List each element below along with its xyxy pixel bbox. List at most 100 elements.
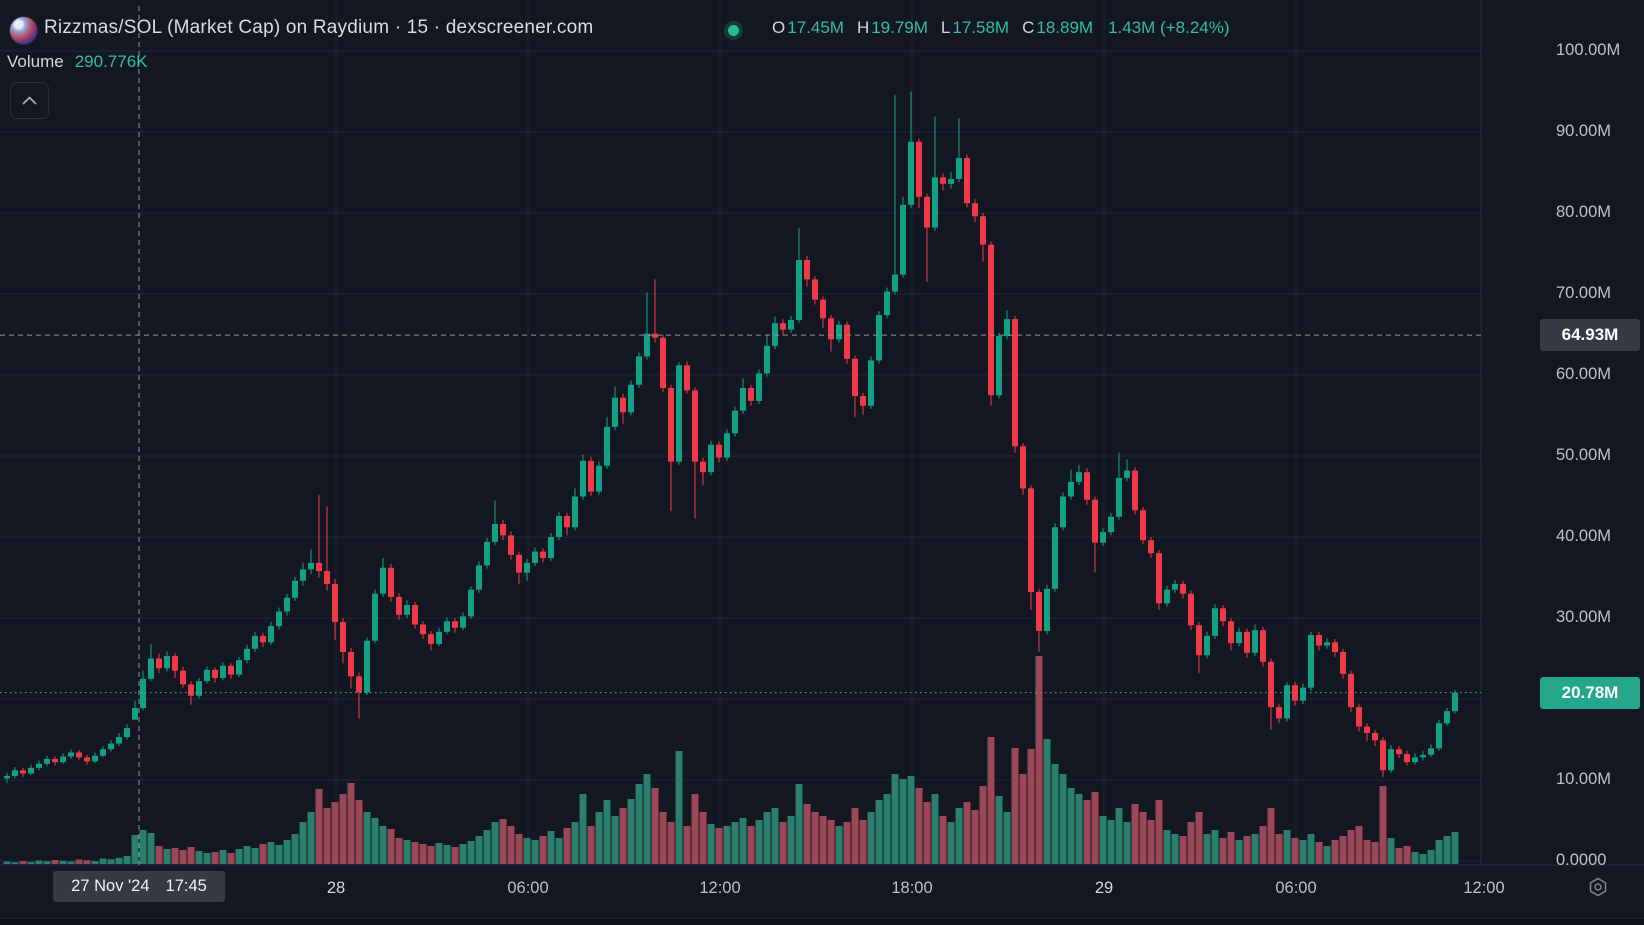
price-tick-label: 0.0000 [1556, 851, 1607, 869]
candle-body [556, 515, 562, 537]
candle-body [1444, 711, 1450, 724]
volume-bar [659, 812, 667, 864]
volume-bar [1403, 846, 1411, 864]
time-tick-label: 12:00 [1463, 879, 1505, 897]
price-tick-label: 70.00M [1556, 284, 1612, 302]
candle-body [260, 635, 266, 643]
candle-body [428, 634, 434, 644]
candle-body [452, 621, 458, 628]
candle-body [660, 337, 666, 388]
volume-bar [1003, 812, 1011, 864]
volume-bar [1099, 816, 1107, 864]
candle-body [804, 259, 810, 280]
candle-body [820, 299, 826, 319]
candle-body [76, 752, 82, 758]
candle-body [1420, 754, 1426, 758]
candle-body [508, 535, 514, 555]
volume-bar [923, 802, 931, 864]
candle-body [52, 758, 58, 763]
volume-bar [163, 849, 171, 864]
candle-body [1076, 472, 1082, 482]
volume-bar [779, 822, 787, 864]
candle-body [36, 763, 42, 768]
time-tick-label: 28 [326, 879, 346, 897]
volume-bar [235, 849, 243, 864]
volume-bar [227, 853, 235, 864]
candle-body [1228, 621, 1234, 644]
candle-body [276, 611, 282, 627]
legend-open: O 17.45M [772, 18, 844, 37]
volume-bar [667, 822, 675, 864]
candle-body [860, 396, 866, 406]
volume-bar [1387, 838, 1395, 864]
volume-bar [1243, 836, 1251, 864]
candle-body [628, 384, 634, 413]
volume-bar [899, 779, 907, 864]
volume-bar [187, 847, 195, 864]
volume-bar [403, 840, 411, 864]
volume-bar [803, 804, 811, 864]
volume-bar [1363, 840, 1371, 864]
volume-bar [643, 774, 651, 864]
volume-bar [1419, 854, 1427, 864]
volume-bar [1347, 830, 1355, 864]
volume-bar [379, 826, 387, 864]
volume-bar [539, 836, 547, 864]
candle-body [436, 631, 442, 644]
volume-bar [507, 826, 515, 864]
candle-body [292, 580, 298, 598]
crosshair-date: 27 Nov '24 [71, 877, 150, 895]
volume-bar [131, 834, 139, 864]
volume-bar [251, 848, 259, 864]
volume-bar [1315, 842, 1323, 864]
candle-body [748, 387, 754, 401]
volume-bar [931, 794, 939, 864]
volume-bar [499, 819, 507, 864]
volume-bar [883, 794, 891, 864]
candle-body [316, 562, 322, 572]
axis-settings-icon[interactable] [1586, 875, 1610, 899]
volume-bar [243, 846, 251, 864]
volume-bar [475, 836, 483, 864]
volume-bar [555, 838, 563, 864]
price-tick-label: 80.00M [1556, 203, 1612, 221]
volume-bar [491, 822, 499, 864]
candle-body [20, 770, 26, 774]
candle-body [1164, 589, 1170, 604]
candle-body [524, 562, 530, 573]
volume-bar [651, 788, 659, 864]
volume-bar [915, 788, 923, 864]
price-axis[interactable]: 100.00M 90.00M 80.00M 70.00M 60.00M 50.00M 40.… [1481, 0, 1644, 869]
candle-body [1212, 608, 1218, 636]
candle-body [116, 737, 122, 744]
chevron-up-icon [22, 96, 37, 105]
candle-body [884, 291, 890, 316]
volume-bar [275, 845, 283, 864]
volume-bar [971, 810, 979, 864]
volume-bar [467, 841, 475, 864]
volume-bar [963, 802, 971, 864]
candle-body [676, 365, 682, 462]
candle-body [148, 658, 154, 679]
volume-bar [603, 800, 611, 864]
candle-body [964, 157, 970, 204]
volume-bar [1299, 840, 1307, 864]
time-axis[interactable]: 28 06:00 12:00 18:00 29 06:00 12:00 [0, 865, 1644, 919]
candle-body [1124, 470, 1130, 478]
candle-body [1396, 749, 1402, 755]
volume-bar [315, 789, 323, 864]
volume-bar [1179, 836, 1187, 864]
volume-bar [219, 850, 227, 864]
candle-body [364, 640, 370, 693]
bottom-strip [0, 919, 1644, 925]
candle-body [1220, 608, 1226, 622]
candle-body [1260, 630, 1266, 662]
candle-body [532, 551, 538, 563]
candle-body [196, 681, 202, 696]
candle-body [380, 567, 386, 594]
volume-bar [691, 794, 699, 864]
candle-body [1084, 472, 1090, 500]
volume-bar [619, 808, 627, 864]
collapse-legend-button[interactable] [10, 82, 49, 119]
